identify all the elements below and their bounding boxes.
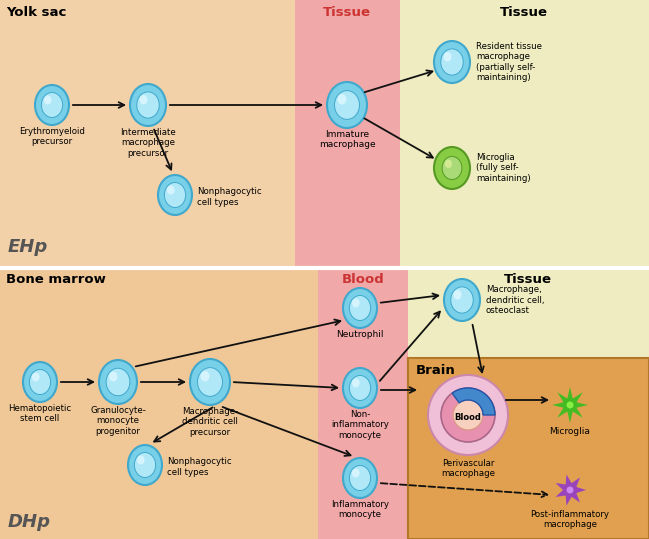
Ellipse shape bbox=[140, 95, 147, 105]
Circle shape bbox=[453, 400, 483, 430]
Ellipse shape bbox=[444, 279, 480, 321]
Text: Immature
macrophage: Immature macrophage bbox=[319, 130, 375, 149]
Ellipse shape bbox=[130, 84, 166, 126]
Polygon shape bbox=[452, 388, 495, 415]
Ellipse shape bbox=[128, 445, 162, 485]
Text: Bone marrow: Bone marrow bbox=[6, 273, 106, 286]
Circle shape bbox=[441, 388, 495, 442]
Ellipse shape bbox=[352, 468, 360, 478]
Ellipse shape bbox=[106, 368, 130, 396]
Text: Blood: Blood bbox=[341, 273, 384, 286]
Bar bbox=[295, 0, 400, 268]
Bar bbox=[408, 268, 649, 358]
Text: Non-
inflammatory
monocyte: Non- inflammatory monocyte bbox=[331, 410, 389, 440]
Ellipse shape bbox=[349, 376, 371, 400]
Ellipse shape bbox=[327, 82, 367, 128]
Ellipse shape bbox=[434, 41, 470, 83]
Ellipse shape bbox=[32, 372, 40, 382]
Bar bbox=[400, 0, 649, 268]
Ellipse shape bbox=[343, 458, 377, 498]
Ellipse shape bbox=[23, 362, 57, 402]
Polygon shape bbox=[556, 474, 586, 506]
Text: Granulocyte-
monocyte
progenitor: Granulocyte- monocyte progenitor bbox=[90, 406, 146, 436]
Circle shape bbox=[563, 483, 577, 497]
Ellipse shape bbox=[349, 295, 371, 321]
Text: Post-inflammatory
macrophage: Post-inflammatory macrophage bbox=[530, 510, 609, 529]
Ellipse shape bbox=[337, 94, 347, 105]
Text: Macrophage,
dendritic cell,
osteoclast: Macrophage, dendritic cell, osteoclast bbox=[486, 285, 545, 315]
Bar bbox=[318, 268, 408, 539]
Circle shape bbox=[563, 398, 577, 412]
Polygon shape bbox=[552, 387, 588, 423]
Ellipse shape bbox=[349, 466, 371, 490]
Ellipse shape bbox=[445, 160, 452, 168]
Ellipse shape bbox=[454, 290, 461, 300]
Text: Microglia: Microglia bbox=[550, 427, 591, 436]
Text: Nonphagocytic
cell types: Nonphagocytic cell types bbox=[167, 457, 232, 476]
Circle shape bbox=[428, 375, 508, 455]
Ellipse shape bbox=[137, 455, 145, 465]
Text: Intermediate
macrophage
precursor: Intermediate macrophage precursor bbox=[120, 128, 176, 158]
Ellipse shape bbox=[451, 287, 473, 313]
Ellipse shape bbox=[197, 368, 223, 396]
Text: Perivascular
macrophage: Perivascular macrophage bbox=[441, 459, 495, 479]
Ellipse shape bbox=[44, 95, 51, 105]
Ellipse shape bbox=[109, 371, 117, 382]
Ellipse shape bbox=[99, 360, 137, 404]
Text: Neutrophil: Neutrophil bbox=[336, 330, 384, 339]
Ellipse shape bbox=[442, 156, 462, 179]
Ellipse shape bbox=[158, 175, 192, 215]
Ellipse shape bbox=[441, 49, 463, 75]
Circle shape bbox=[567, 487, 574, 494]
Text: Hematopoietic
stem cell: Hematopoietic stem cell bbox=[8, 404, 71, 424]
Ellipse shape bbox=[343, 288, 377, 328]
Ellipse shape bbox=[164, 183, 186, 208]
Ellipse shape bbox=[42, 93, 62, 118]
Bar bbox=[408, 358, 649, 539]
Ellipse shape bbox=[167, 185, 175, 195]
Bar bbox=[0, 0, 295, 268]
Ellipse shape bbox=[190, 359, 230, 405]
Bar bbox=[0, 268, 318, 539]
Text: Erythromyeloid
precursor: Erythromyeloid precursor bbox=[19, 127, 85, 147]
Ellipse shape bbox=[35, 85, 69, 125]
Circle shape bbox=[567, 402, 574, 409]
Text: Microglia
(fully self-
maintaining): Microglia (fully self- maintaining) bbox=[476, 153, 531, 183]
Text: Macrophage-
dendritic cell
precursor: Macrophage- dendritic cell precursor bbox=[182, 407, 238, 437]
Ellipse shape bbox=[137, 92, 159, 118]
Ellipse shape bbox=[334, 91, 360, 119]
Ellipse shape bbox=[343, 368, 377, 408]
Ellipse shape bbox=[29, 370, 51, 395]
Ellipse shape bbox=[352, 378, 360, 388]
Ellipse shape bbox=[134, 453, 156, 478]
Text: Brain: Brain bbox=[416, 364, 456, 377]
Ellipse shape bbox=[352, 299, 360, 308]
Ellipse shape bbox=[434, 147, 470, 189]
Text: Tissue: Tissue bbox=[504, 273, 552, 286]
Text: Tissue: Tissue bbox=[323, 6, 371, 19]
Text: EHp: EHp bbox=[8, 238, 48, 256]
Text: Yolk sac: Yolk sac bbox=[6, 6, 66, 19]
Text: Resident tissue
macrophage
(partially self-
maintaining): Resident tissue macrophage (partially se… bbox=[476, 42, 542, 82]
Text: Blood: Blood bbox=[454, 413, 482, 423]
Text: Tissue: Tissue bbox=[500, 6, 548, 19]
Text: Inflammatory
monocyte: Inflammatory monocyte bbox=[331, 500, 389, 520]
Ellipse shape bbox=[201, 371, 210, 382]
Text: Nonphagocytic
cell types: Nonphagocytic cell types bbox=[197, 187, 262, 206]
Ellipse shape bbox=[443, 52, 452, 61]
Text: DHp: DHp bbox=[8, 513, 51, 531]
